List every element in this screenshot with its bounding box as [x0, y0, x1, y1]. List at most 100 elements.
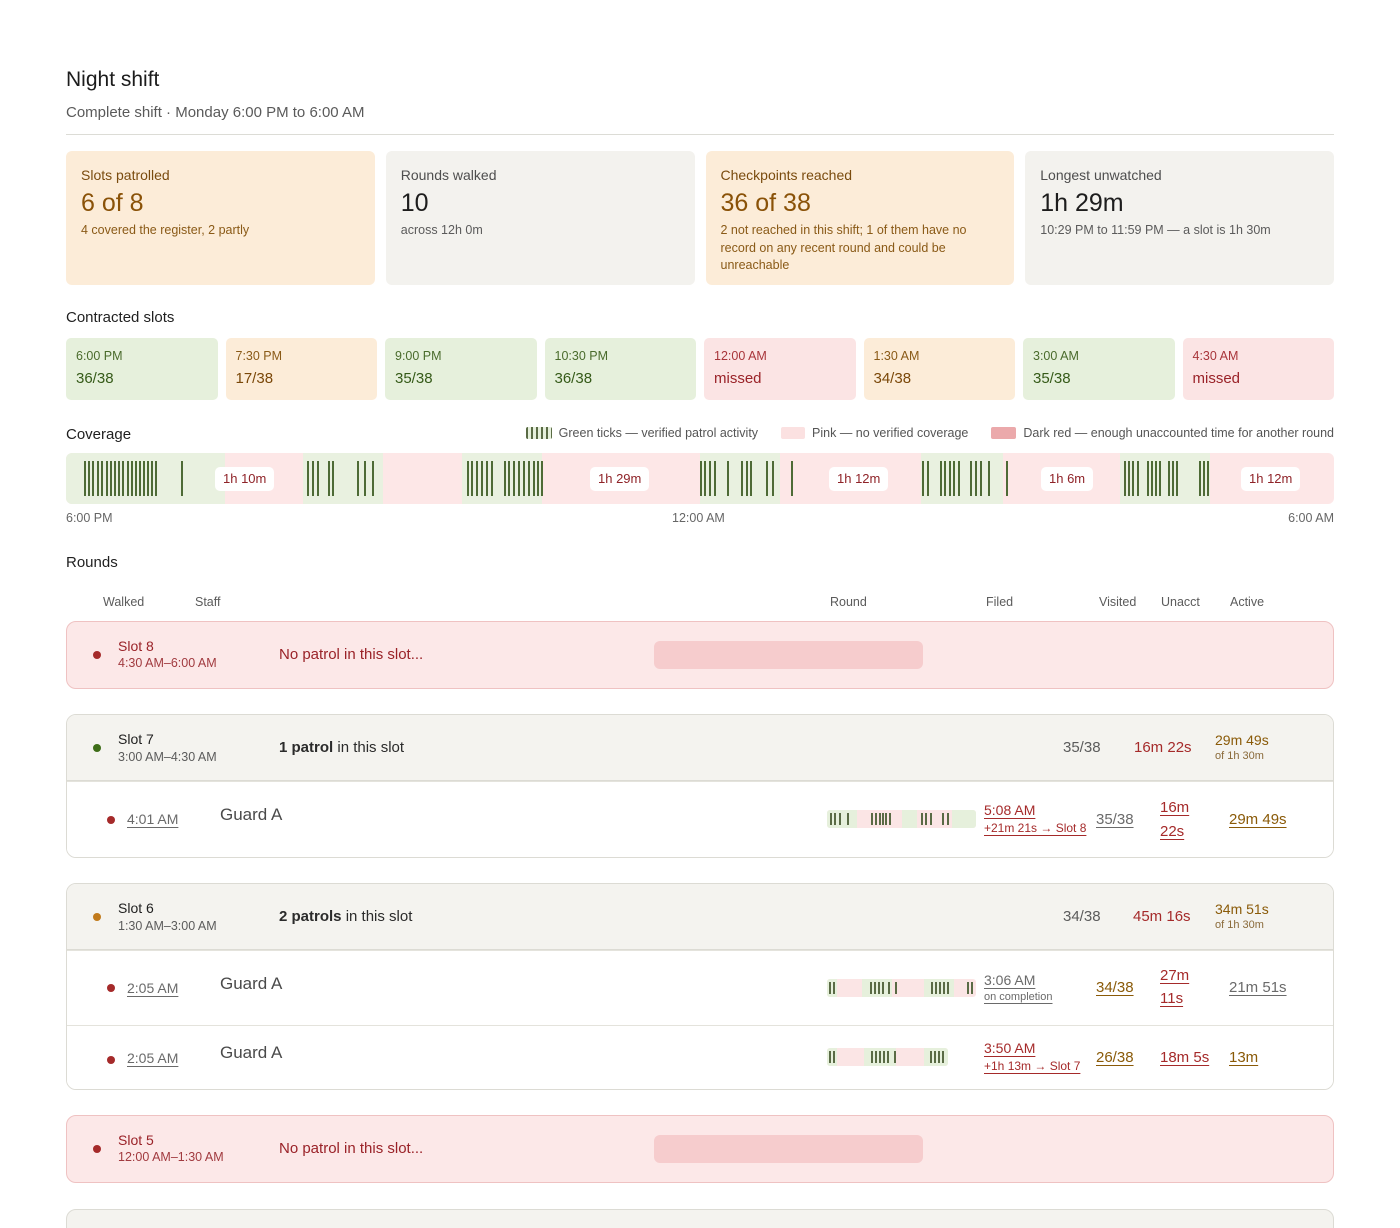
covered-band [462, 453, 542, 504]
slot-chip[interactable]: 3:00 AM 35/38 [1023, 338, 1175, 400]
visited-link[interactable]: 34/38 [1096, 979, 1134, 996]
status-dot [107, 816, 115, 824]
slot-chip-value: 36/38 [554, 370, 593, 387]
slot-chip[interactable]: 1:30 AM 34/38 [863, 338, 1015, 400]
slot-chip-time: 6:00 PM [76, 349, 123, 363]
covered-band [921, 453, 1003, 504]
status-dot [107, 1056, 115, 1064]
tick [875, 813, 877, 825]
slot-chip[interactable]: 4:30 AM missed [1182, 338, 1334, 400]
stat-value: 36 of 38 [720, 189, 811, 217]
tick [947, 813, 949, 825]
slot-name: Slot 5 [118, 1132, 154, 1148]
walked-link[interactable]: 2:05 AM [127, 980, 179, 996]
activity-tick [471, 461, 473, 496]
tick [833, 982, 835, 994]
tick [879, 813, 881, 825]
tick [878, 982, 880, 994]
slot-chip[interactable]: 12:00 AM missed [704, 338, 856, 400]
unacct-link[interactable]: 11s [1160, 990, 1184, 1007]
filed-link[interactable]: 3:50 AM [984, 1040, 1036, 1056]
slot-chip-time: 7:30 PM [235, 349, 283, 363]
col-filed: Filed [986, 595, 1014, 609]
stat-note: 4 covered the register, 2 partly [81, 223, 250, 237]
filed-link[interactable]: 3:06 AM [984, 972, 1036, 988]
activity-tick [332, 461, 334, 496]
rounds-heading: Rounds [66, 554, 118, 571]
coverage-timeline: 1h 10m 1h 29m 1h 12m 1h 6m 1h 12m [66, 453, 1334, 504]
walked-link[interactable]: 2:05 AM [127, 1050, 179, 1066]
slot-chip[interactable]: 9:00 PM 35/38 [385, 338, 537, 400]
slot-chip[interactable]: 6:00 PM 36/38 [66, 338, 218, 400]
slot-chip[interactable]: 7:30 PM 17/38 [225, 338, 377, 400]
active-link[interactable]: 21m 51s [1229, 979, 1287, 996]
slot-active-of: of 1h 30m [1215, 750, 1264, 762]
tick [921, 813, 923, 825]
round-bar [827, 810, 976, 828]
unacct-link[interactable]: 22s [1160, 823, 1185, 840]
active-link[interactable]: 13m [1229, 1049, 1259, 1066]
activity-tick [92, 461, 94, 496]
walked-link[interactable]: 4:01 AM [127, 811, 179, 827]
slot-card-4[interactable] [66, 1209, 1334, 1228]
col-active: Active [1230, 595, 1265, 609]
active-link[interactable]: 29m 49s [1229, 811, 1287, 828]
stat-note: 10:29 PM to 11:59 PM — a slot is 1h 30m [1040, 223, 1271, 237]
activity-tick [772, 461, 774, 496]
activity-tick [122, 461, 124, 496]
activity-tick [486, 461, 488, 496]
activity-tick [504, 461, 506, 496]
activity-tick [372, 461, 374, 496]
stat-label: Rounds walked [400, 167, 497, 183]
filed-link[interactable]: 5:08 AM [984, 802, 1036, 818]
activity-tick [1006, 461, 1008, 496]
status-dot [93, 744, 101, 752]
activity-tick [110, 461, 112, 496]
tick [938, 1051, 940, 1063]
tick [939, 982, 941, 994]
tick [942, 813, 944, 825]
activity-tick [364, 461, 366, 496]
activity-tick [927, 461, 929, 496]
filed-note-link[interactable]: on completion [984, 991, 1053, 1003]
filed-note-link[interactable]: +1h 13m → Slot 7 [984, 1059, 1081, 1073]
tick [830, 813, 832, 825]
tick [930, 1051, 932, 1063]
activity-tick [766, 461, 768, 496]
stat-longest-unwatched: Longest unwatched 1h 29m 10:29 PM to 11:… [1025, 151, 1334, 285]
activity-tick [328, 461, 330, 496]
activity-tick [84, 461, 86, 496]
activity-tick [508, 461, 510, 496]
tick [931, 982, 933, 994]
unacct-link[interactable]: 16m [1160, 799, 1190, 816]
slot-card-5[interactable]: Slot 5 12:00 AM–1:30 AM No patrol in thi… [66, 1115, 1334, 1183]
visited-link[interactable]: 26/38 [1096, 1049, 1134, 1066]
tick [834, 813, 836, 825]
patrol-row[interactable]: 4:01 AM Guard A 5:08 AM +21m 21s → Slot … [67, 781, 1333, 857]
covered-band [924, 1048, 948, 1066]
patrol-count-message: 2 patrols in this slot [279, 908, 412, 925]
staff-name: Guard A [220, 1043, 283, 1062]
patrol-row[interactable]: 2:05 AM Guard A 3:50 AM +1h 13m → Slot 7… [67, 1025, 1333, 1089]
unacct-link[interactable]: 27m [1160, 967, 1190, 984]
slot-card-8[interactable]: Slot 8 4:30 AM–6:00 AM No patrol in this… [66, 621, 1334, 689]
activity-tick [944, 461, 946, 496]
empty-round-bar [654, 641, 923, 669]
slot-header[interactable]: Slot 6 1:30 AM–3:00 AM 2 patrols in this… [67, 884, 1333, 950]
gap-label: 1h 6m [1041, 467, 1094, 491]
slot-chip-time: 3:00 AM [1033, 349, 1079, 363]
activity-tick [357, 461, 359, 496]
patrol-row[interactable]: 2:05 AM Guard A 3:06 AM on completion 34… [67, 950, 1333, 1025]
activity-tick [307, 461, 309, 496]
slot-header[interactable]: Slot 7 3:00 AM–4:30 AM 1 patrol in this … [67, 715, 1333, 781]
slot-chip[interactable]: 10:30 PM 36/38 [544, 338, 696, 400]
activity-tick [528, 461, 530, 496]
unacct-link[interactable]: 18m 5s [1160, 1049, 1210, 1066]
stat-label: Longest unwatched [1040, 167, 1162, 183]
visited-link[interactable]: 35/38 [1096, 811, 1134, 828]
activity-tick [970, 461, 972, 496]
tick [882, 982, 884, 994]
filed-note-link[interactable]: +21m 21s → Slot 8 [984, 821, 1087, 835]
status-dot [93, 1145, 101, 1153]
slot-chip-time: 4:30 AM [1192, 349, 1239, 363]
